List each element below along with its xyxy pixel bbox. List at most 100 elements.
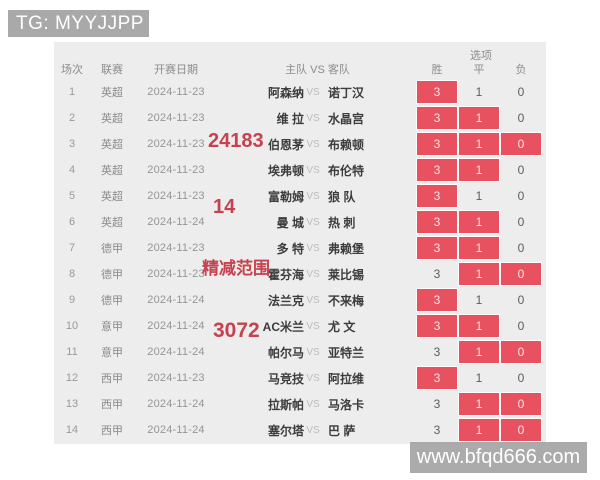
win-option-cell[interactable]: 3 [433, 345, 441, 359]
draw-option-cell[interactable]: 1 [459, 237, 499, 259]
match-no: 2 [68, 112, 76, 124]
vs-label: VS [306, 294, 320, 306]
win-option-cell[interactable]: 3 [433, 267, 441, 281]
table-row: 8 德甲 2024-11-23 霍芬海 VS 莱比锡 3 1 0 [54, 261, 546, 287]
lose-option-cell[interactable]: 0 [501, 341, 541, 363]
win-option-cell[interactable]: 3 [417, 185, 457, 207]
home-team: AC米兰 [262, 319, 304, 334]
away-team: 热 刺 [328, 215, 356, 230]
away-team: 亚特兰 [328, 345, 365, 360]
win-option-cell[interactable]: 3 [417, 133, 457, 155]
lose-option-cell[interactable]: 0 [517, 85, 525, 99]
match-no: 6 [68, 216, 76, 228]
draw-option-cell[interactable]: 1 [475, 293, 483, 307]
table-row: 7 德甲 2024-11-23 多 特 VS 弗赖堡 3 1 0 [54, 235, 546, 261]
match-no: 13 [65, 398, 79, 410]
match-date: 2024-11-24 [147, 424, 205, 436]
away-team: 弗赖堡 [328, 241, 365, 256]
win-option-cell[interactable]: 3 [417, 81, 457, 103]
table-row: 6 英超 2024-11-24 曼 城 VS 热 刺 3 1 0 [54, 209, 546, 235]
home-team: 富勒姆 [267, 189, 304, 204]
options-group-header: 选项 [470, 50, 492, 62]
lose-option-cell[interactable]: 0 [517, 111, 525, 125]
vs-label: VS [306, 398, 320, 410]
league-name: 英超 [101, 139, 123, 151]
match-no: 14 [65, 424, 79, 436]
lose-option-cell[interactable]: 0 [517, 189, 525, 203]
away-team: 诺丁汉 [328, 85, 365, 100]
draw-option-cell[interactable]: 1 [475, 85, 483, 99]
col-header-teams: 主队 VS 客队 [285, 64, 350, 76]
watermark-code-2: 14 [213, 196, 236, 218]
table-header: 选项 场次 联赛 开赛日期 主队 VS 客队 胜 平 负 [54, 42, 546, 79]
table-row: 14 西甲 2024-11-24 塞尔塔 VS 巴 萨 3 1 0 [54, 417, 546, 443]
match-no: 3 [68, 138, 76, 150]
lose-option-cell[interactable]: 0 [501, 419, 541, 441]
vs-label: VS [306, 320, 320, 332]
match-no: 5 [68, 190, 76, 202]
draw-option-cell[interactable]: 1 [459, 341, 499, 363]
away-team: 阿拉维 [328, 371, 365, 386]
win-option-cell[interactable]: 3 [417, 367, 457, 389]
away-team: 水晶宫 [328, 111, 365, 126]
lose-option-cell[interactable]: 0 [517, 163, 525, 177]
col-header-league: 联赛 [101, 64, 123, 76]
draw-option-cell[interactable]: 1 [459, 133, 499, 155]
match-date: 2024-11-23 [147, 190, 205, 202]
win-option-cell[interactable]: 3 [433, 397, 441, 411]
lose-option-cell[interactable]: 0 [517, 319, 525, 333]
league-name: 英超 [101, 165, 123, 177]
vs-label: VS [306, 424, 320, 436]
lose-option-cell[interactable]: 0 [517, 371, 525, 385]
win-option-cell[interactable]: 3 [417, 107, 457, 129]
win-option-cell[interactable]: 3 [417, 315, 457, 337]
draw-option-cell[interactable]: 1 [459, 419, 499, 441]
draw-option-cell[interactable]: 1 [459, 211, 499, 233]
win-option-cell[interactable]: 3 [433, 423, 441, 437]
win-option-cell[interactable]: 3 [417, 211, 457, 233]
match-date: 2024-11-23 [147, 268, 205, 280]
away-team: 莱比锡 [328, 267, 365, 282]
home-team: 霍芬海 [267, 267, 304, 282]
lose-option-cell[interactable]: 0 [517, 241, 525, 255]
vs-label: VS [306, 372, 320, 384]
table-row: 3 英超 2024-11-23 伯恩茅 VS 布赖顿 3 1 0 [54, 131, 546, 157]
table-row: 1 英超 2024-11-23 阿森纳 VS 诺丁汉 3 1 0 [54, 79, 546, 105]
draw-option-cell[interactable]: 1 [459, 315, 499, 337]
draw-option-cell[interactable]: 1 [475, 371, 483, 385]
win-option-cell[interactable]: 3 [417, 237, 457, 259]
draw-option-cell[interactable]: 1 [459, 393, 499, 415]
vs-label: VS [306, 112, 320, 124]
table-row: 11 意甲 2024-11-24 帕尔马 VS 亚特兰 3 1 0 [54, 339, 546, 365]
lose-option-cell[interactable]: 0 [501, 393, 541, 415]
col-header-match-no: 场次 [61, 64, 83, 76]
lose-option-cell[interactable]: 0 [501, 133, 541, 155]
home-team: 阿森纳 [267, 85, 304, 100]
home-team: 曼 城 [276, 215, 304, 230]
match-date: 2024-11-23 [147, 112, 205, 124]
lose-option-cell[interactable]: 0 [517, 293, 525, 307]
draw-option-cell[interactable]: 1 [459, 159, 499, 181]
league-name: 英超 [101, 217, 123, 229]
watermark-note: 精减范围 [202, 259, 270, 278]
league-name: 西甲 [101, 373, 123, 385]
lose-option-cell[interactable]: 0 [517, 215, 525, 229]
match-no: 11 [66, 346, 78, 358]
league-name: 英超 [101, 113, 123, 125]
match-date: 2024-11-24 [147, 216, 205, 228]
away-team: 马洛卡 [328, 397, 365, 412]
league-name: 意甲 [101, 347, 123, 359]
win-option-cell[interactable]: 3 [417, 159, 457, 181]
lose-option-cell[interactable]: 0 [501, 263, 541, 285]
draw-option-cell[interactable]: 1 [475, 189, 483, 203]
win-option-cell[interactable]: 3 [417, 289, 457, 311]
draw-option-cell[interactable]: 1 [459, 107, 499, 129]
vs-label: VS [306, 164, 320, 176]
match-date: 2024-11-23 [147, 138, 205, 150]
tg-channel-badge: TG: MYYJJPP [8, 10, 149, 37]
league-name: 德甲 [101, 243, 123, 255]
match-no: 8 [68, 268, 76, 280]
home-team: 维 拉 [276, 111, 304, 126]
draw-option-cell[interactable]: 1 [459, 263, 499, 285]
